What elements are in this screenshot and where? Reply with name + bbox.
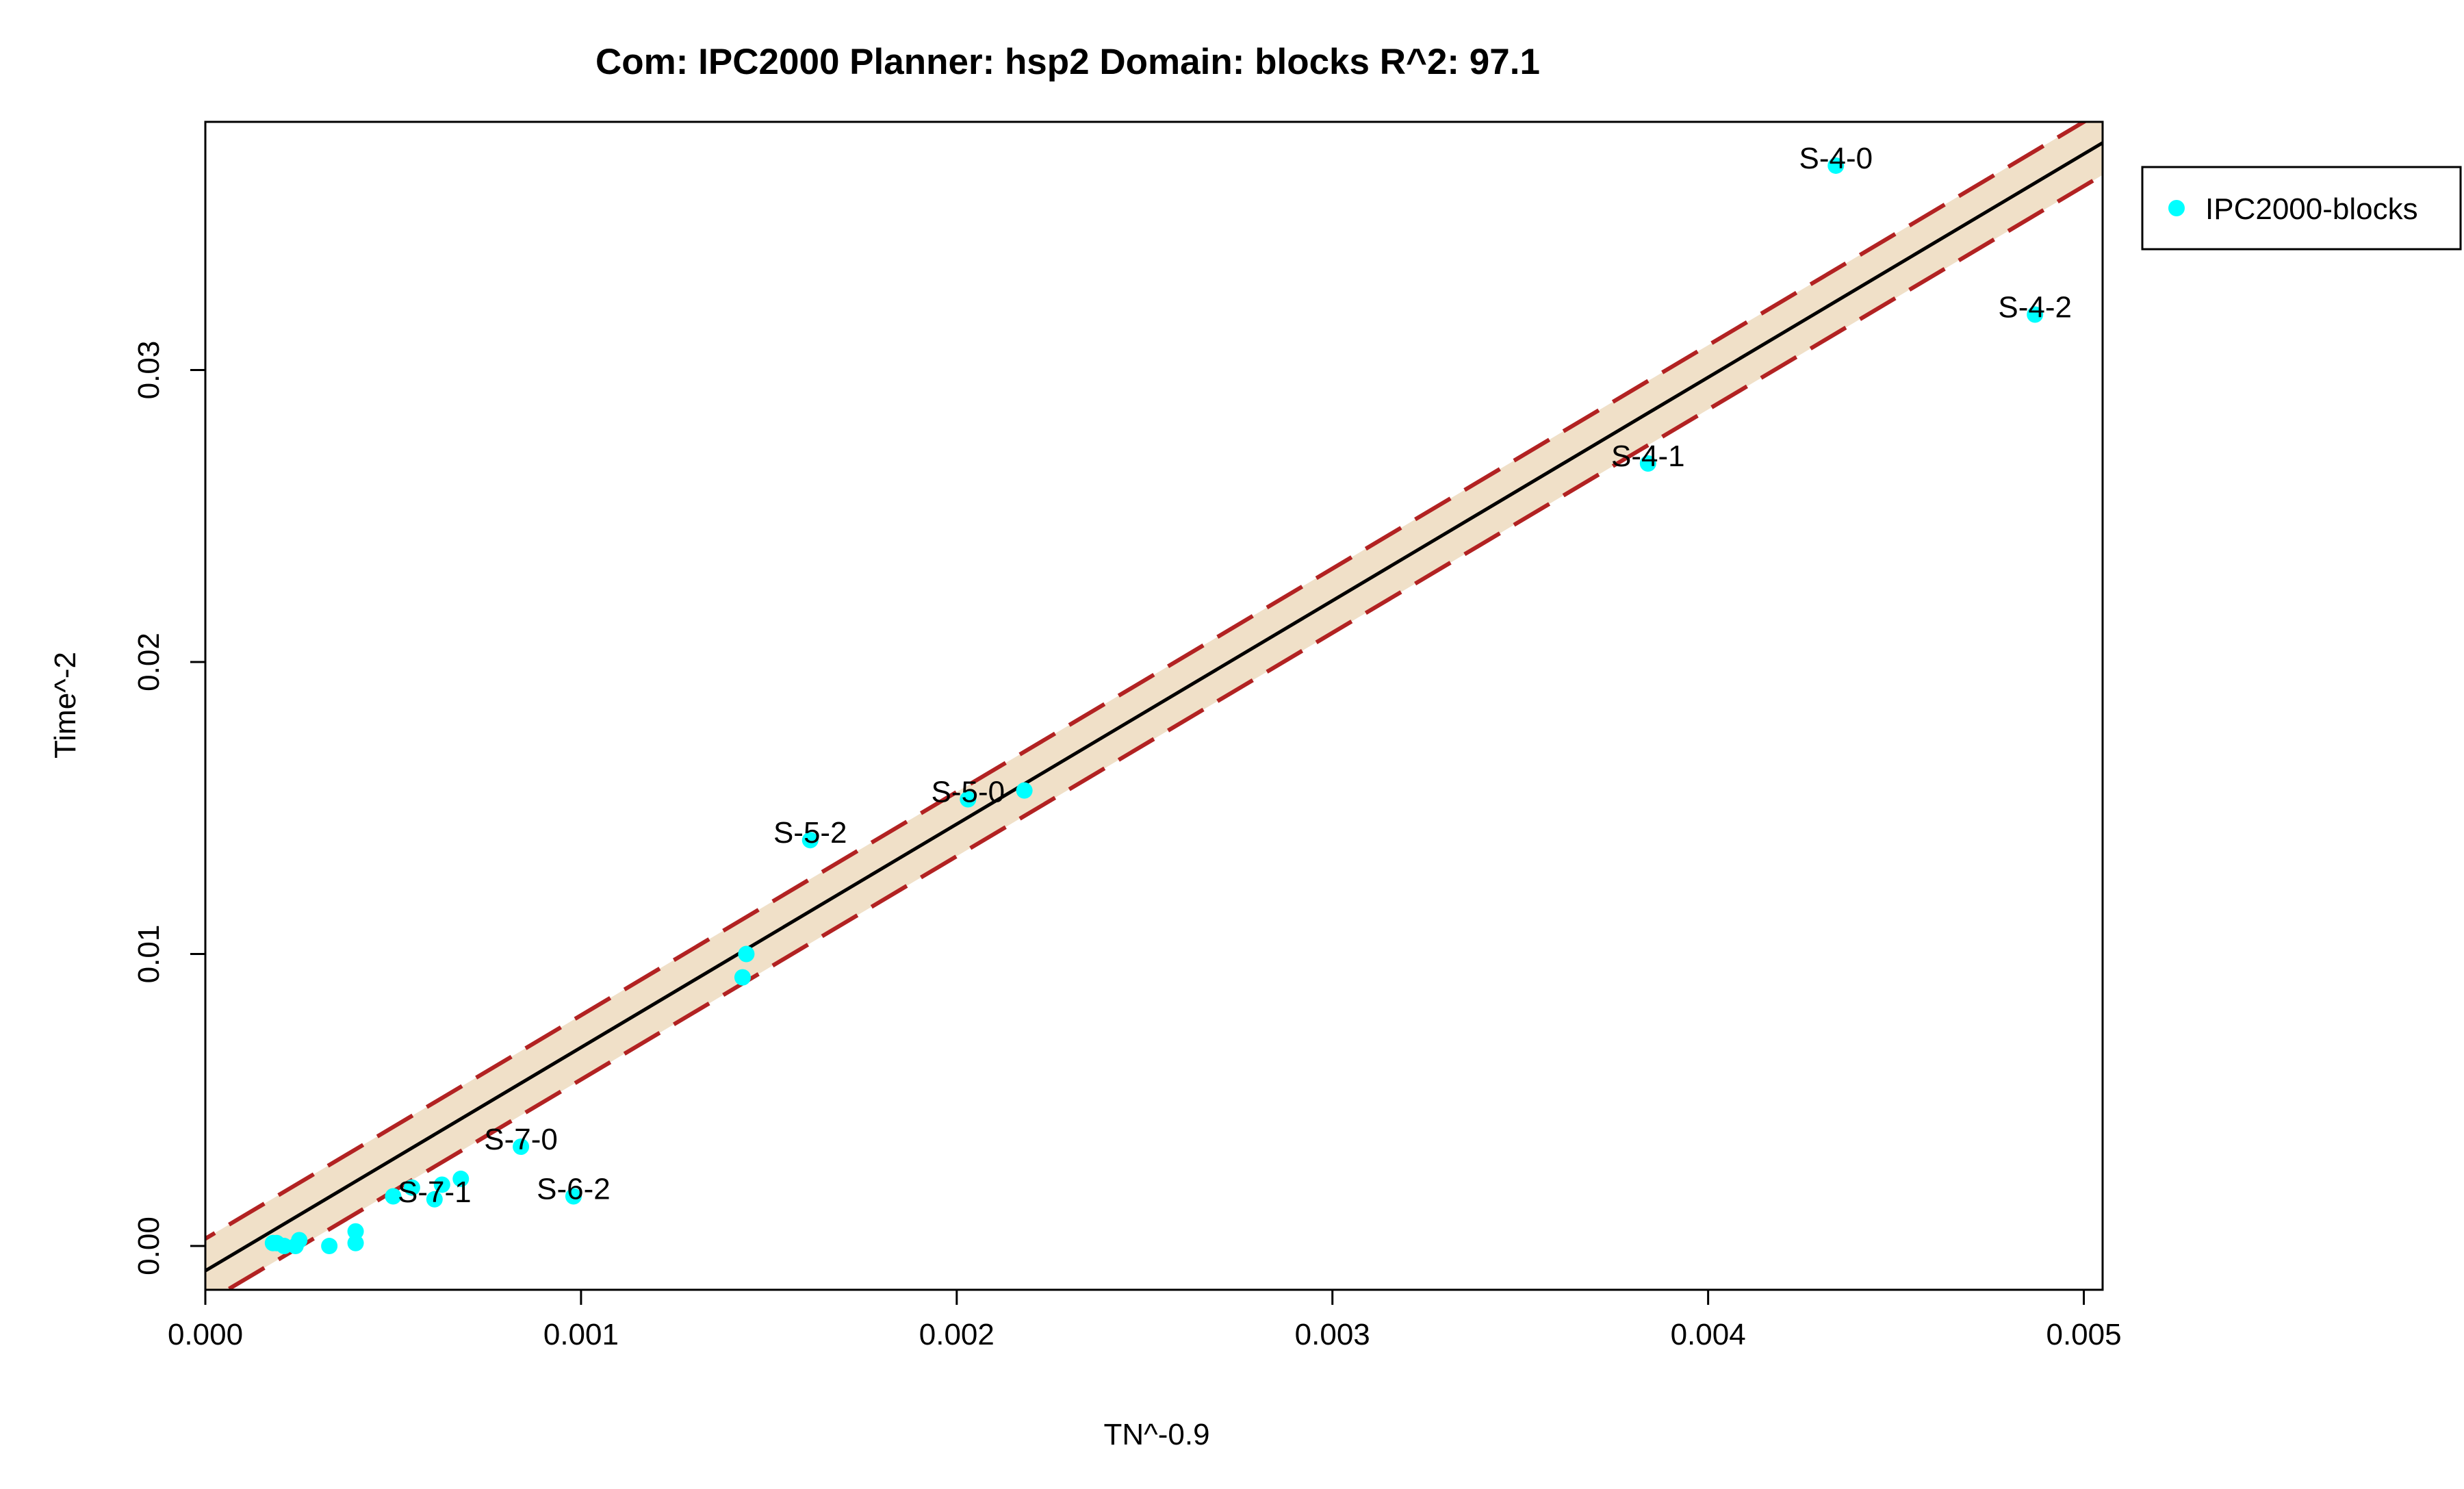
data-point xyxy=(426,1191,443,1208)
x-tick-label: 0.002 xyxy=(919,1318,994,1351)
y-axis: 0.00 0.01 0.02 0.03 xyxy=(132,341,207,1275)
point-label: S-4-0 xyxy=(1799,142,1873,175)
x-tick-label: 0.005 xyxy=(2046,1318,2121,1351)
data-point xyxy=(565,1188,582,1205)
x-axis: 0.000 0.001 0.002 0.003 0.004 0.005 xyxy=(168,1288,2122,1351)
fit-lines xyxy=(205,122,2103,1290)
point-label: S-5-2 xyxy=(773,816,847,850)
data-point xyxy=(452,1170,470,1187)
fit-line xyxy=(205,140,2103,1273)
data-point xyxy=(1827,157,1845,174)
data-point xyxy=(403,1179,420,1196)
lower-band-line xyxy=(223,173,2103,1290)
legend-entry-ipc2000-blocks: IPC2000-blocks xyxy=(2205,192,2418,226)
data-point xyxy=(960,791,977,808)
point-label: S-5-0 xyxy=(931,775,1005,809)
point-label: S-7-1 xyxy=(398,1175,472,1209)
x-tick-label: 0.003 xyxy=(1295,1318,1370,1351)
x-tick-label: 0.000 xyxy=(168,1318,243,1351)
y-tick-label: 0.01 xyxy=(132,925,166,984)
data-point xyxy=(734,969,751,986)
data-point xyxy=(1016,782,1033,799)
y-axis-label: Time^-2 xyxy=(49,652,82,759)
data-point xyxy=(1639,455,1656,472)
y-tick-label: 0.02 xyxy=(132,633,166,691)
data-point xyxy=(2027,306,2044,323)
point-label: S-4-2 xyxy=(1998,290,2072,324)
data-point xyxy=(801,832,819,849)
y-tick-label: 0.00 xyxy=(132,1217,166,1275)
data-point xyxy=(433,1176,450,1193)
point-label: S-6-2 xyxy=(537,1173,611,1206)
x-axis-label: TN^-0.9 xyxy=(1103,1418,1209,1451)
data-point xyxy=(287,1238,304,1255)
x-tick-label: 0.001 xyxy=(543,1318,619,1351)
data-point xyxy=(738,945,755,963)
y-tick-label: 0.03 xyxy=(132,341,166,400)
data-point xyxy=(321,1238,338,1255)
data-points xyxy=(264,157,2044,1255)
x-tick-label: 0.004 xyxy=(1671,1318,1746,1351)
data-point xyxy=(347,1234,364,1251)
legend: IPC2000-blocks xyxy=(2141,166,2462,251)
point-labels: S-4-0 S-4-2 S-4-1 S-5-0 S-5-2 S-7-0 S-6-2 S-7-1 xyxy=(398,142,2072,1209)
data-point xyxy=(385,1188,402,1205)
point-label: S-4-1 xyxy=(1611,440,1685,473)
legend-marker xyxy=(2168,200,2185,216)
data-point xyxy=(264,1234,281,1251)
chart-title: Com: IPC2000 Planner: hsp2 Domain: block… xyxy=(595,42,1540,82)
upper-band-line xyxy=(205,122,2088,1241)
legend-box xyxy=(2141,166,2462,251)
data-point xyxy=(513,1138,530,1156)
point-label: S-7-0 xyxy=(484,1123,558,1156)
data-point xyxy=(347,1223,364,1240)
